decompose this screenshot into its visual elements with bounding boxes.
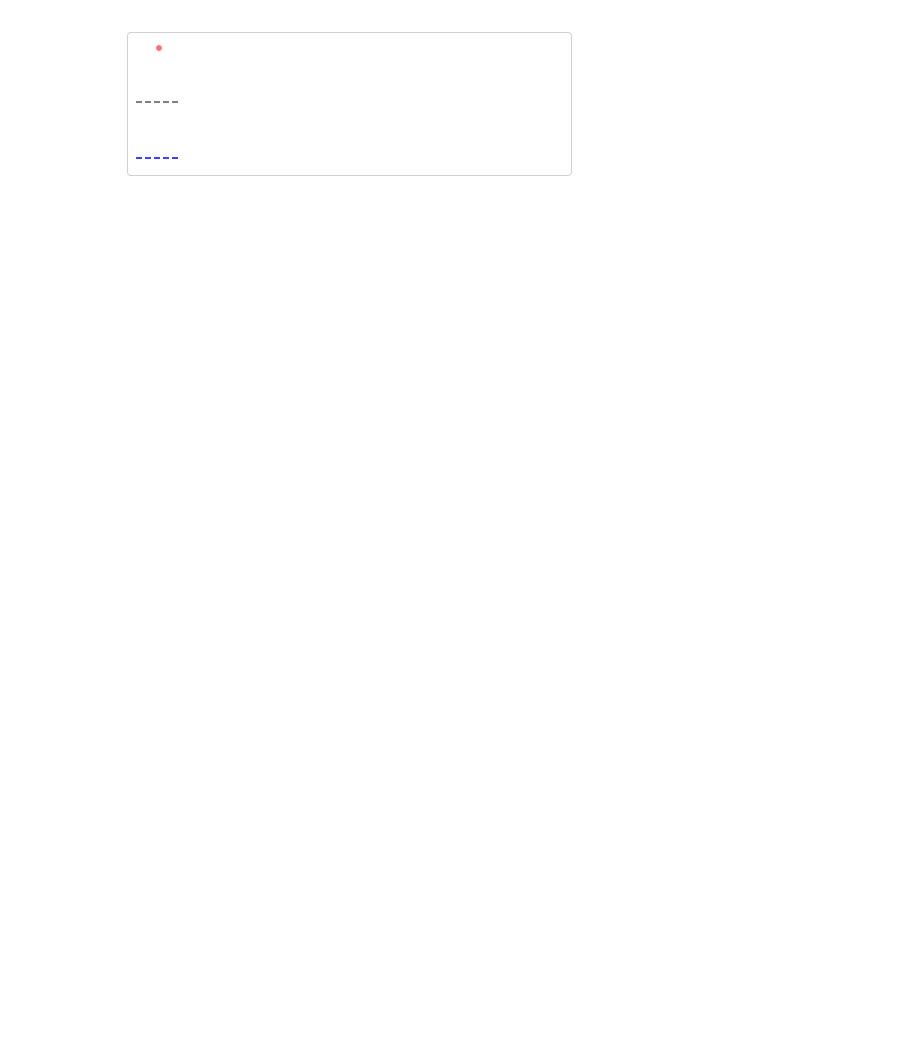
legend: [127, 32, 572, 176]
blue-dashed-line-icon: [136, 157, 178, 159]
grey-dashed-line-icon: [136, 101, 178, 103]
red-dot-marker-icon: [156, 45, 162, 51]
